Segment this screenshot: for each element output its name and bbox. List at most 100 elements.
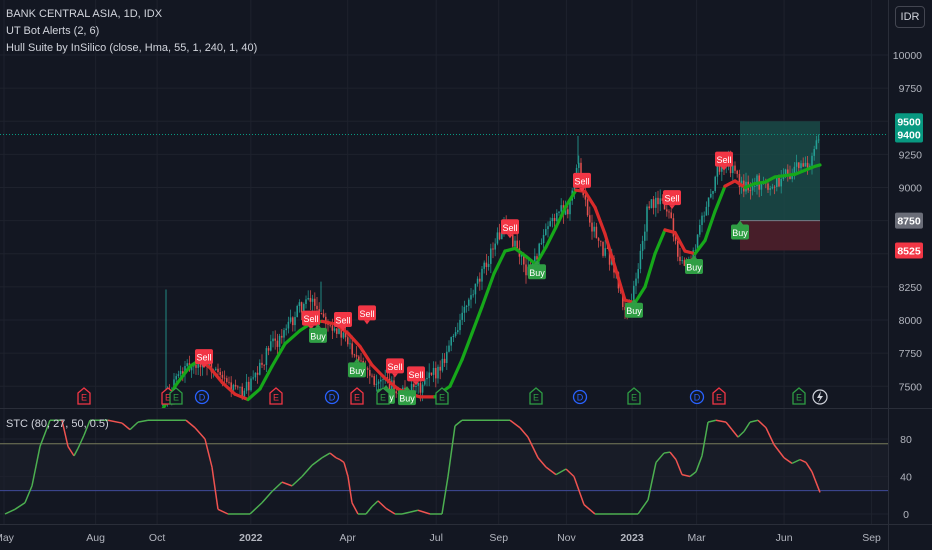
signal-label: Sell <box>664 194 679 204</box>
candle-body <box>461 312 463 320</box>
event-letter: E <box>173 393 179 403</box>
signal-label: Buy <box>529 268 545 278</box>
event-letter: D <box>199 393 206 403</box>
earnings-event-icon[interactable]: E <box>376 387 390 405</box>
candle-body <box>696 234 699 251</box>
signal-pointer <box>201 364 207 369</box>
hull-segment <box>233 392 250 402</box>
hull-segment <box>683 249 697 256</box>
earnings-event-icon[interactable]: E <box>435 387 449 405</box>
dividend-event-icon[interactable]: D <box>194 389 210 405</box>
hull-segment <box>554 204 568 229</box>
hull-segment <box>723 179 737 188</box>
dividend-event-icon[interactable]: D <box>572 389 588 405</box>
stc-segment <box>271 481 283 493</box>
signal-label: Sell <box>387 362 402 372</box>
grid <box>0 0 888 524</box>
price-tick-label: 7750 <box>899 348 923 360</box>
earnings-event-icon[interactable]: E <box>529 387 543 405</box>
signal-box <box>386 358 404 374</box>
stc-segment <box>725 421 733 431</box>
stc-segment <box>765 427 775 445</box>
time-axis: May Aug Oct 2022 Apr Jul Sep Nov 2023 Mar Jun Sep <box>0 532 881 544</box>
candle-body <box>710 193 712 198</box>
stc-line <box>4 419 821 515</box>
stc-segment <box>509 419 521 429</box>
stc-segment <box>731 429 739 438</box>
signal-label: Sell <box>502 223 517 233</box>
hull-segment <box>743 181 757 190</box>
stc-segment <box>715 419 727 423</box>
stc-segment <box>129 421 139 431</box>
candle-body <box>263 364 265 366</box>
hull-segment <box>813 163 822 168</box>
hull-segment <box>793 168 807 176</box>
candle-body <box>595 226 598 239</box>
time-tick-label: Mar <box>688 532 707 544</box>
candle-body <box>270 341 272 351</box>
earnings-event-icon[interactable]: E <box>269 387 283 405</box>
candle-body <box>355 355 358 357</box>
candle-body <box>734 165 736 171</box>
candle-body <box>413 384 415 387</box>
stc-segment <box>707 419 717 423</box>
price-tag: 9400 <box>895 126 923 143</box>
stc-segment <box>675 459 683 475</box>
signal-pointer <box>631 298 637 303</box>
hull-suite-legend[interactable]: Hull Suite by InSilico (close, Hma, 55, … <box>6 42 258 54</box>
candle-body <box>292 317 294 326</box>
earnings-event-icon[interactable]: E <box>712 387 726 405</box>
candle-body <box>435 367 437 379</box>
candle-body <box>327 324 329 325</box>
currency-button[interactable]: IDR <box>895 6 925 28</box>
stc-segment <box>211 467 219 510</box>
candle-body <box>234 384 237 387</box>
dividend-event-icon[interactable]: D <box>324 389 340 405</box>
candle-body <box>749 190 752 192</box>
hull-segment <box>258 364 274 391</box>
candle-body <box>674 236 677 241</box>
price-tag-box <box>895 126 923 143</box>
candle-body <box>243 390 246 397</box>
dividend-event-icon[interactable]: D <box>689 389 705 405</box>
stc-segment <box>385 507 396 515</box>
time-tick-label: Sep <box>489 532 508 544</box>
candle-body <box>798 162 800 169</box>
candle-body <box>705 206 708 216</box>
earnings-event-icon[interactable]: E <box>77 387 91 405</box>
stc-legend[interactable]: STC (80, 27, 50, 0.5) <box>6 418 109 430</box>
earnings-event-icon[interactable]: E <box>169 387 183 405</box>
candle-body <box>487 263 490 267</box>
price-tag-box <box>895 113 923 130</box>
earnings-event-icon[interactable]: E <box>350 387 364 405</box>
candle-body <box>421 384 424 393</box>
stc-pane <box>0 419 888 515</box>
stc-segment <box>261 491 273 504</box>
candle-body <box>454 332 457 336</box>
candle-body <box>210 359 213 373</box>
candle-body <box>553 217 556 221</box>
candle-body <box>186 363 188 367</box>
candle-body <box>320 313 323 314</box>
candle-body <box>639 250 642 270</box>
buy-signal: Buy <box>348 358 366 378</box>
lightning-icon[interactable] <box>812 389 828 405</box>
hull-segment <box>383 376 400 391</box>
candle-body <box>239 386 241 388</box>
signal-pointer <box>413 381 419 386</box>
candle-body <box>578 162 580 168</box>
candle-body <box>589 215 591 223</box>
candle-body <box>718 164 721 172</box>
time-tick-label: Nov <box>557 532 576 544</box>
ut-bot-legend[interactable]: UT Bot Alerts (2, 6) <box>6 25 100 37</box>
earnings-event-icon[interactable]: E <box>792 387 806 405</box>
candle-body <box>428 372 430 379</box>
stc-segment <box>805 462 813 473</box>
earnings-event-icon[interactable]: E <box>627 387 641 405</box>
stc-segment <box>39 419 51 447</box>
candle-body <box>441 358 444 371</box>
hull-segment <box>513 246 528 258</box>
stc-segment <box>441 476 449 515</box>
time-tick-label: 2022 <box>239 532 263 544</box>
